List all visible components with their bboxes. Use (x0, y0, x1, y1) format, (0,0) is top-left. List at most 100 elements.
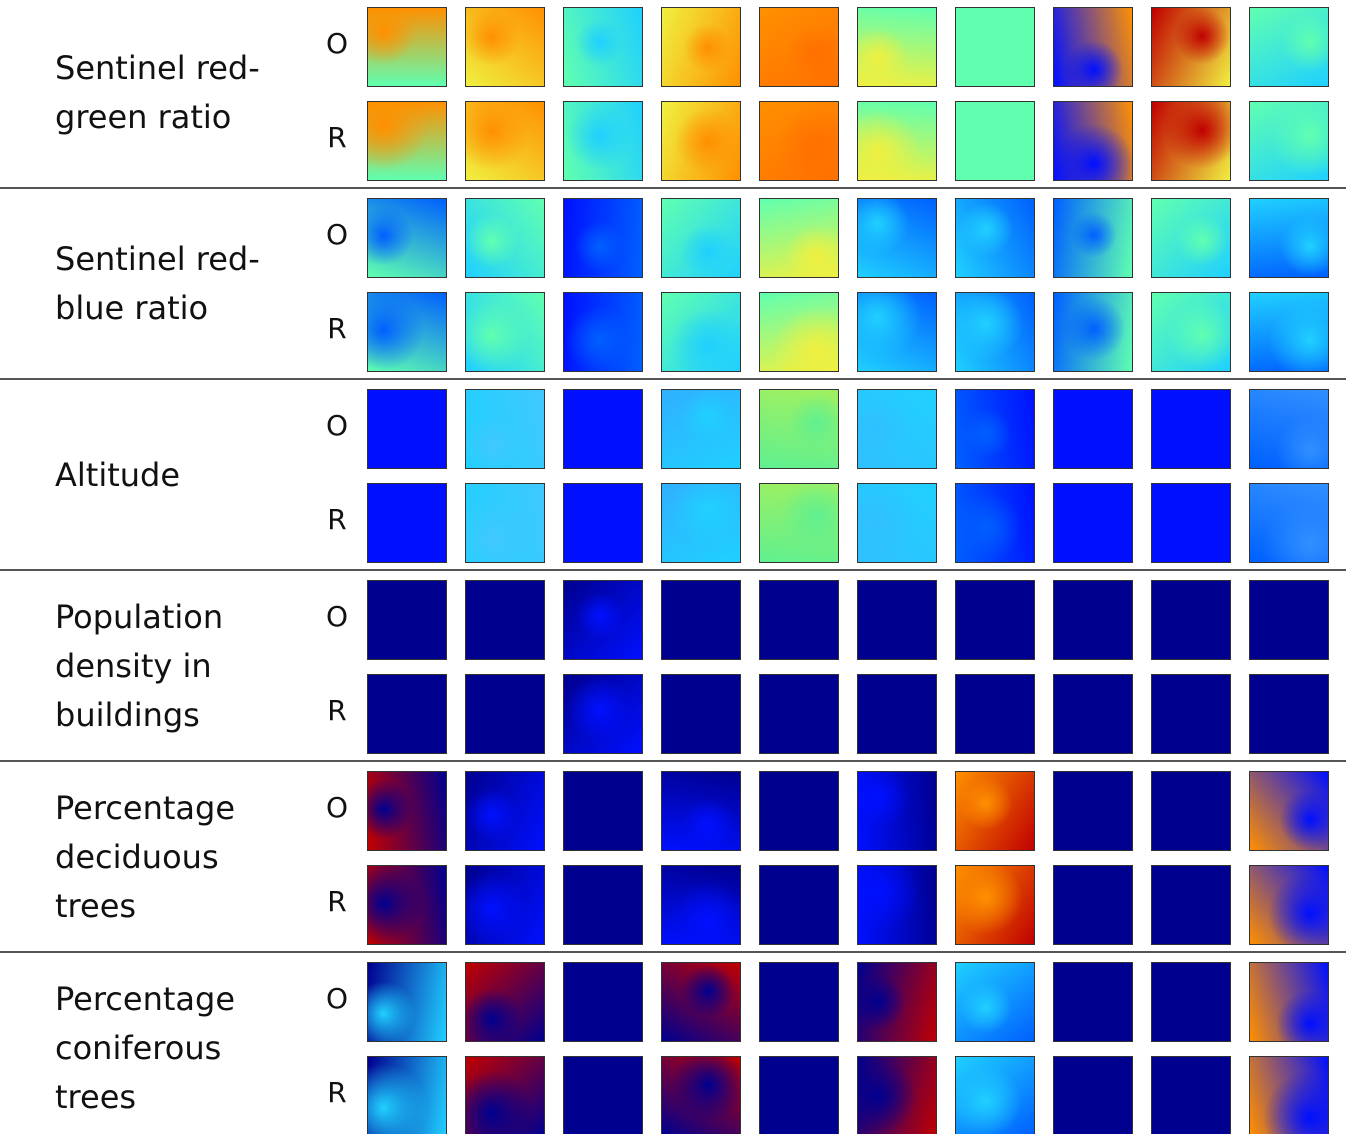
row-label: O (325, 600, 349, 633)
image-tile (661, 389, 741, 469)
image-tile (1151, 101, 1231, 181)
group-label: coniferous (55, 1028, 222, 1067)
image-tile (1151, 771, 1231, 851)
image-tile (563, 101, 643, 181)
image-tile (759, 7, 839, 87)
image-tile (857, 198, 937, 278)
image-tile (759, 674, 839, 754)
image-tile (1151, 865, 1231, 945)
image-tile (759, 771, 839, 851)
image-tile (955, 771, 1035, 851)
image-tile (661, 962, 741, 1042)
image-tile (563, 771, 643, 851)
image-tile (1249, 962, 1329, 1042)
image-tile (759, 1056, 839, 1134)
image-tile (563, 292, 643, 372)
image-tile (1249, 101, 1329, 181)
image-tile (857, 674, 937, 754)
image-tile (1249, 198, 1329, 278)
image-tile (563, 674, 643, 754)
image-tile (1151, 389, 1231, 469)
image-tile (661, 771, 741, 851)
image-tile (1053, 1056, 1133, 1134)
row-label: O (325, 218, 349, 251)
image-tile (465, 101, 545, 181)
image-tile (367, 962, 447, 1042)
image-tile (465, 198, 545, 278)
separator (0, 187, 1346, 189)
image-tile (661, 483, 741, 563)
image-tile (1249, 865, 1329, 945)
image-tile (661, 7, 741, 87)
image-tile (465, 483, 545, 563)
image-tile (759, 389, 839, 469)
image-tile (563, 962, 643, 1042)
image-tile (367, 865, 447, 945)
group-label: density in (55, 646, 212, 685)
image-tile (367, 674, 447, 754)
image-tile (367, 580, 447, 660)
image-tile (955, 962, 1035, 1042)
row-label: O (325, 791, 349, 824)
image-tile (563, 7, 643, 87)
row-label: R (327, 312, 347, 345)
image-tile (1151, 7, 1231, 87)
image-tile (759, 198, 839, 278)
row-label: R (327, 121, 347, 154)
separator (0, 951, 1346, 953)
image-tile (1249, 389, 1329, 469)
image-tile (1249, 7, 1329, 87)
image-tile (955, 483, 1035, 563)
row-label: R (327, 1076, 347, 1109)
image-tile (955, 389, 1035, 469)
image-tile (1151, 962, 1231, 1042)
separator (0, 378, 1346, 380)
image-tile (1151, 198, 1231, 278)
group-label: Percentage (55, 979, 236, 1018)
image-tile (465, 292, 545, 372)
image-tile (1151, 483, 1231, 563)
separator (0, 760, 1346, 762)
image-tile (1249, 580, 1329, 660)
image-tile (367, 292, 447, 372)
image-tile (1053, 7, 1133, 87)
image-tile (465, 865, 545, 945)
image-tile (1053, 580, 1133, 660)
group-label: trees (55, 886, 137, 925)
image-tile (465, 1056, 545, 1134)
group-label: trees (55, 1077, 137, 1116)
row-label: O (325, 409, 349, 442)
image-tile (465, 771, 545, 851)
group-label: Altitude (55, 455, 181, 494)
image-tile (367, 1056, 447, 1134)
image-tile (1249, 1056, 1329, 1134)
image-tile (1053, 389, 1133, 469)
image-tile (1249, 674, 1329, 754)
image-tile (367, 483, 447, 563)
image-tile (1249, 771, 1329, 851)
image-tile (955, 101, 1035, 181)
image-tile (563, 483, 643, 563)
group-label: Percentage (55, 788, 236, 827)
image-tile (661, 1056, 741, 1134)
image-tile (367, 198, 447, 278)
image-tile (1151, 1056, 1231, 1134)
row-label: R (327, 503, 347, 536)
image-tile (1053, 962, 1133, 1042)
image-tile (465, 962, 545, 1042)
image-tile (857, 771, 937, 851)
image-tile (759, 962, 839, 1042)
image-tile (367, 389, 447, 469)
image-tile (661, 674, 741, 754)
image-tile (759, 580, 839, 660)
image-tile (1053, 483, 1133, 563)
group-label: green ratio (55, 98, 232, 136)
image-tile (759, 865, 839, 945)
row-label: R (327, 885, 347, 918)
image-tile (661, 865, 741, 945)
image-tile (563, 389, 643, 469)
image-tile (661, 101, 741, 181)
image-tile (465, 674, 545, 754)
row-label: O (325, 27, 349, 60)
image-tile (955, 580, 1035, 660)
